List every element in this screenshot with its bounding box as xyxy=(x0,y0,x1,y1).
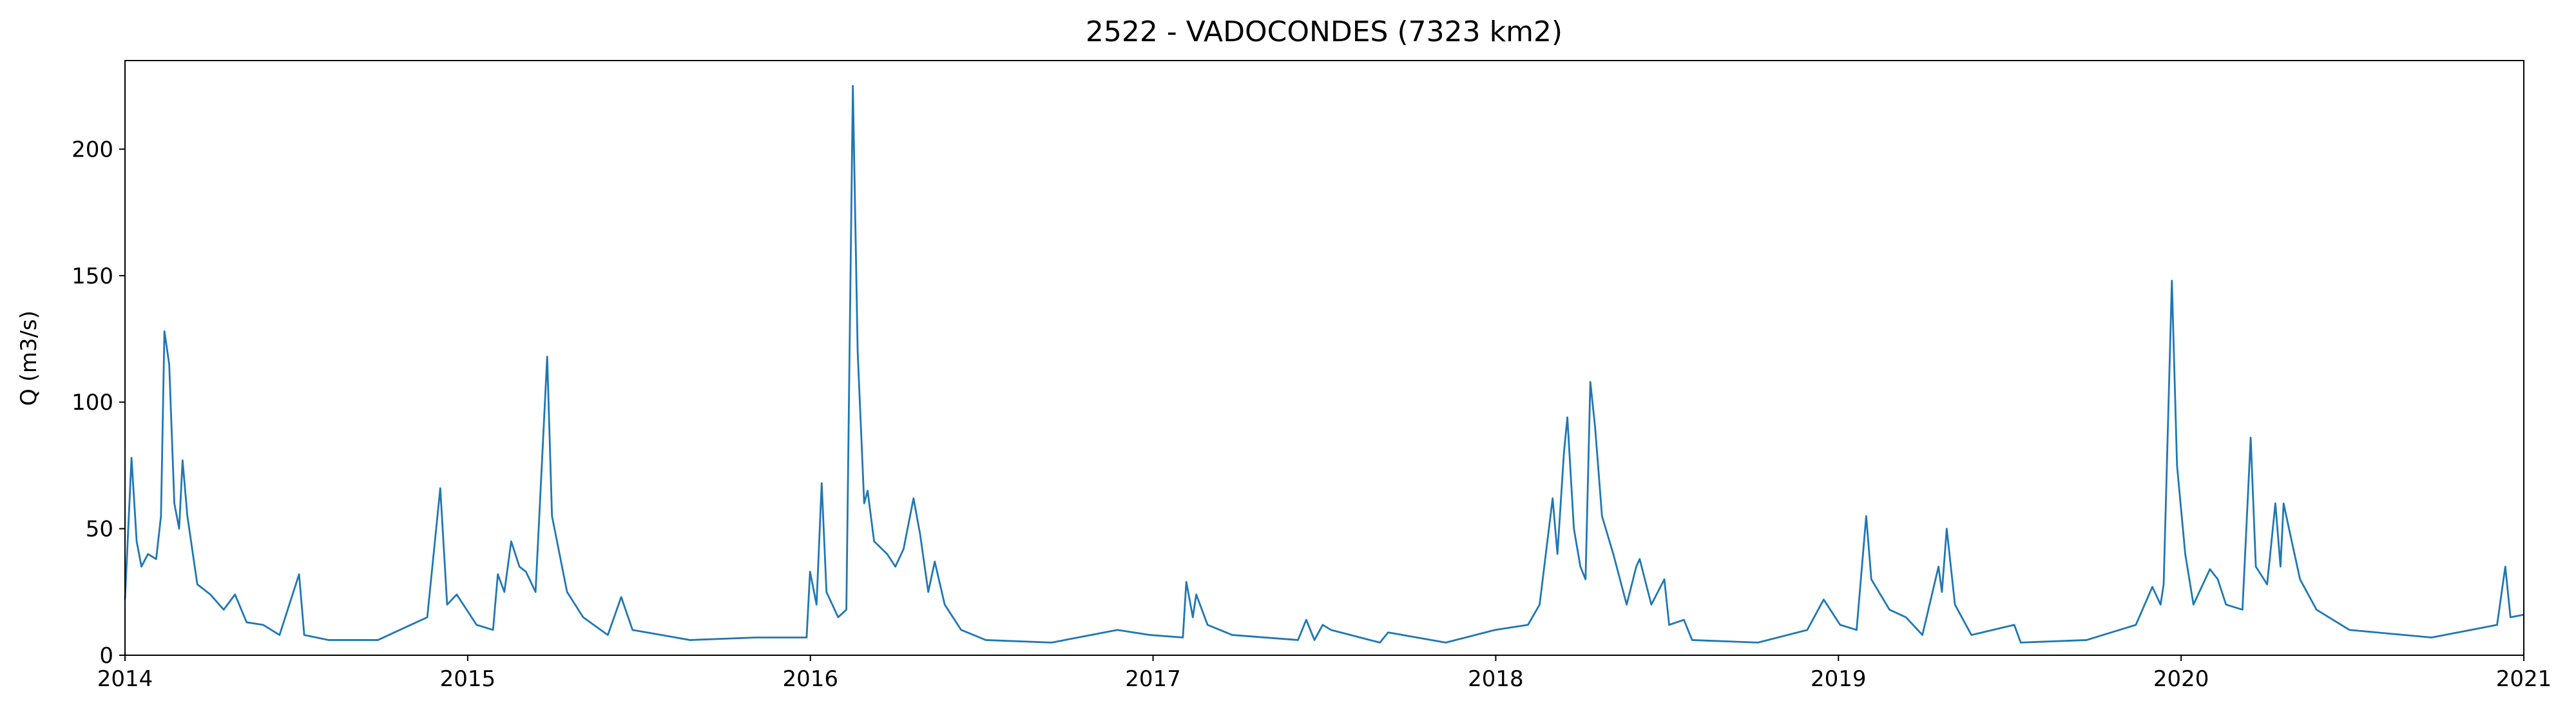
y-axis-label: Q (m3/s) xyxy=(16,311,42,406)
x-tick-label: 2015 xyxy=(440,666,496,692)
y-tick-label: 150 xyxy=(72,264,113,289)
x-tick-label: 2014 xyxy=(97,666,153,692)
y-tick-label: 100 xyxy=(72,390,113,416)
x-tick-label: 2016 xyxy=(782,666,838,692)
y-tick-label: 50 xyxy=(86,517,113,542)
data-line xyxy=(124,84,2524,644)
y-tick-label: 0 xyxy=(99,643,113,669)
x-tick-label: 2020 xyxy=(2153,666,2209,692)
x-tick-label: 2021 xyxy=(2496,666,2552,692)
x-tick-label: 2019 xyxy=(1811,666,1867,692)
y-tick-label: 200 xyxy=(72,137,113,162)
chart-title: 2522 - VADOCONDES (7323 km2) xyxy=(1086,15,1562,48)
x-tick-label: 2018 xyxy=(1468,666,1524,692)
x-tick-label: 2017 xyxy=(1125,666,1181,692)
plot-frame xyxy=(124,60,2524,656)
